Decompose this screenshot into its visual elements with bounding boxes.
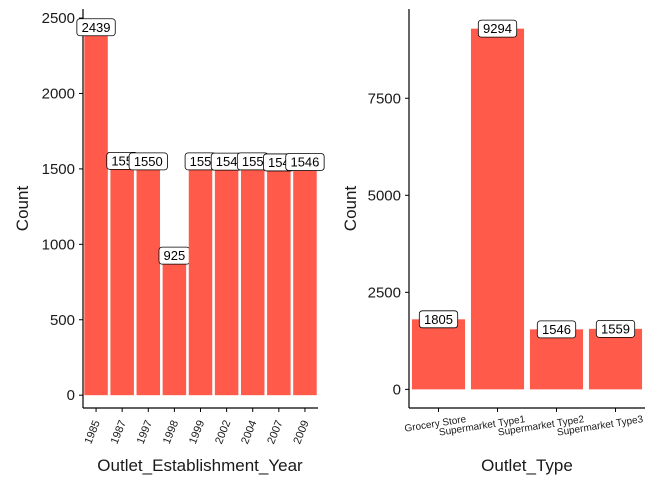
bar — [293, 161, 317, 396]
y-axis-title: Count — [13, 186, 32, 232]
y-tick-label: 1500 — [42, 161, 75, 178]
x-tick-label: 2002 — [213, 419, 233, 446]
data-label: 155 — [111, 153, 133, 168]
x-tick-label: 2009 — [291, 419, 311, 446]
x-tick-label: 2007 — [265, 419, 285, 446]
data-label: 1546 — [542, 322, 571, 337]
bar — [470, 28, 525, 390]
data-label-box — [76, 18, 116, 37]
bar — [110, 160, 134, 396]
data-label: 2439 — [82, 20, 111, 35]
data-label: 155 — [190, 154, 212, 169]
x-tick-label: 1997 — [135, 419, 155, 446]
data-label: 155 — [242, 154, 264, 169]
x-tick-label: 1998 — [161, 419, 181, 446]
bar — [240, 161, 265, 396]
data-label: 154 — [268, 155, 290, 170]
bar — [411, 319, 466, 390]
data-label-box — [595, 319, 636, 338]
y-tick-label: 0 — [393, 381, 401, 398]
data-label: 1546 — [290, 154, 319, 169]
y-tick-label: 7500 — [368, 90, 401, 107]
y-tick-label: 500 — [50, 312, 75, 329]
data-label-box — [418, 310, 459, 329]
bar — [84, 27, 108, 396]
data-label-box — [128, 152, 168, 171]
bar — [162, 255, 187, 396]
data-label: 1550 — [134, 154, 163, 169]
y-tick-label: 2500 — [368, 284, 401, 301]
y-tick-label: 0 — [67, 387, 75, 404]
data-label-box — [477, 19, 518, 38]
data-label: 1559 — [601, 321, 630, 336]
x-tick-label: 1999 — [187, 419, 207, 446]
x-tick-label: 1985 — [83, 419, 103, 446]
bar — [529, 329, 584, 390]
x-tick-label: 2004 — [239, 419, 259, 446]
data-label-box — [285, 153, 325, 171]
x-axis-title: Outlet_Type — [481, 456, 573, 475]
bar — [136, 161, 161, 396]
data-label: 9294 — [483, 21, 512, 36]
y-tick-label: 2500 — [42, 10, 75, 27]
y-axis-title: Count — [341, 186, 360, 232]
chart-year: 0 500 1000 1500 2000 2500 1985 2439 1987 155 1997 1… — [13, 9, 325, 475]
bar — [267, 162, 291, 396]
data-label: 925 — [164, 248, 186, 263]
x-axis-title: Outlet_Establishment_Year — [97, 456, 303, 475]
bar — [214, 161, 239, 396]
bar — [588, 328, 643, 390]
data-label: 154 — [216, 154, 238, 169]
bar — [188, 161, 213, 396]
y-tick-label: 1000 — [42, 236, 75, 253]
data-label-box — [536, 320, 577, 339]
y-tick-label: 5000 — [368, 187, 401, 204]
data-label: 1805 — [424, 312, 453, 327]
y-tick-label: 2000 — [42, 85, 75, 102]
x-tick-label: 1987 — [109, 419, 129, 446]
